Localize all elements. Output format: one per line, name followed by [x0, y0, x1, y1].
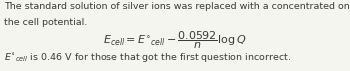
Text: $E^{\circ}{}_{cell}$ is 0.46 V for those that got the first question incorrect.: $E^{\circ}{}_{cell}$ is 0.46 V for those…	[4, 52, 291, 65]
Text: the cell potential.: the cell potential.	[4, 18, 88, 27]
Text: $E_{cell} = E^{\circ}{}_{cell} - \dfrac{0.0592}{n} \log Q$: $E_{cell} = E^{\circ}{}_{cell} - \dfrac{…	[103, 30, 247, 51]
Text: The standard solution of silver ions was replaced with a concentrated one result: The standard solution of silver ions was…	[4, 2, 350, 11]
